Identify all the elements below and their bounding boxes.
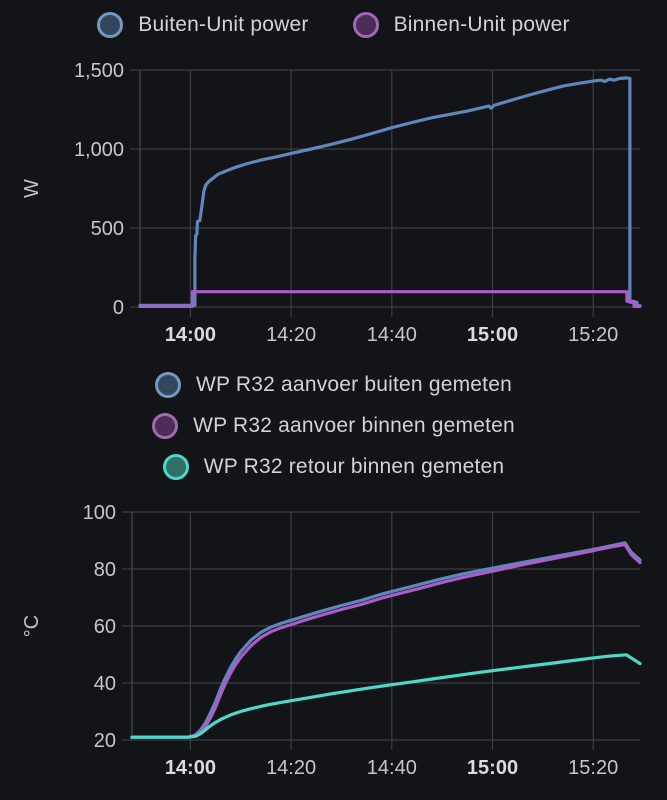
- y-axis-tick-label: 0: [113, 297, 124, 319]
- y-axis-tick-label: 500: [91, 218, 124, 240]
- y-axis-tick-label: 20: [94, 730, 116, 752]
- x-axis-tick-label: 15:20: [568, 757, 618, 779]
- legend-item-temp-1[interactable]: WP R32 aanvoer binnen gemeten: [152, 413, 515, 439]
- series-line-1: [130, 542, 642, 739]
- legend-label: Binnen-Unit power: [393, 13, 570, 36]
- legend-item-temp-0[interactable]: WP R32 aanvoer buiten gemeten: [152, 372, 515, 398]
- x-axis-tick-label: 15:20: [568, 324, 618, 346]
- x-axis-tick-label: 14:20: [266, 324, 316, 346]
- series-color-dot-icon: [352, 12, 379, 38]
- x-axis-tick-label: 15:00: [467, 324, 518, 346]
- y-axis-tick-label: 40: [94, 673, 116, 695]
- legend-label: WP R32 retour binnen gemeten: [203, 455, 505, 478]
- series-color-dot-icon: [97, 12, 124, 38]
- y-axis-tick-label: 100: [83, 502, 116, 524]
- series-line-0: [130, 541, 642, 739]
- y-axis-tick-label: 80: [94, 559, 116, 581]
- y-axis-tick-label: 1,000: [74, 139, 124, 161]
- series-color-dot-icon: [162, 454, 189, 480]
- series-line-2: [130, 653, 642, 739]
- series-line-0: [138, 76, 642, 308]
- temperature-legend: WP R32 aanvoer buiten gemeten WP R32 aanv…: [0, 372, 667, 480]
- legend-item-temp-2[interactable]: WP R32 retour binnen gemeten: [152, 454, 515, 480]
- series-line-1: [138, 290, 642, 308]
- x-axis-tick-label: 14:20: [266, 757, 316, 779]
- legend-label: WP R32 aanvoer buiten gemeten: [196, 373, 512, 396]
- y-axis-unit-label: °C: [21, 615, 43, 637]
- x-axis-tick-label: 14:00: [165, 757, 216, 779]
- series-color-dot-icon: [152, 413, 179, 439]
- y-axis-tick-label: 1,500: [74, 60, 124, 82]
- x-axis-tick-label: 14:40: [367, 324, 417, 346]
- legend-label: Buiten-Unit power: [138, 13, 309, 36]
- power-legend: Buiten-Unit power Binnen-Unit power: [0, 12, 667, 38]
- y-axis-unit-label: W: [21, 179, 43, 198]
- series-color-dot-icon: [155, 372, 182, 398]
- temperature-chart[interactable]: 20 40 60 80 100 14:00 14:20 14:40 15:00 15:20 °C: [0, 497, 667, 800]
- legend-item-power-1[interactable]: Binnen-Unit power: [352, 12, 570, 38]
- temperature-legend-rows: WP R32 aanvoer buiten gemeten WP R32 aanv…: [152, 372, 515, 480]
- y-axis-tick-label: 60: [94, 616, 116, 638]
- legend-item-power-0[interactable]: Buiten-Unit power: [97, 12, 308, 38]
- x-axis-tick-label: 15:00: [467, 757, 518, 779]
- x-axis-tick-label: 14:40: [367, 757, 417, 779]
- x-axis-tick-label: 14:00: [165, 324, 216, 346]
- power-chart[interactable]: 0 500 1,000 1,500 14:00 14:20 14:40 15:00 15:20 W: [0, 55, 667, 350]
- legend-label: WP R32 aanvoer binnen gemeten: [193, 414, 515, 437]
